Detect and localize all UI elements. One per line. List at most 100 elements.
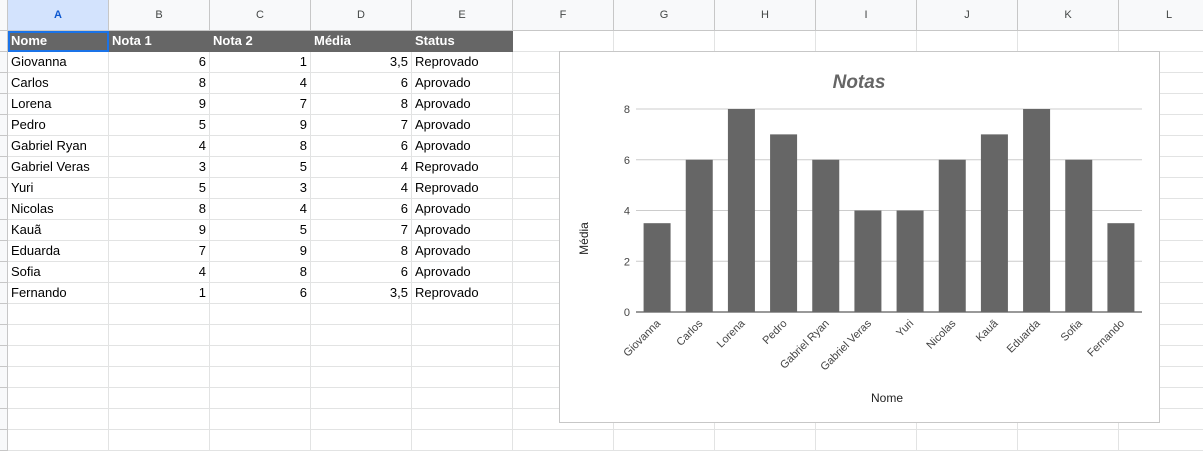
table-cell[interactable]: Fernando	[8, 283, 109, 304]
row-header[interactable]	[0, 178, 8, 199]
table-cell[interactable]: 4	[109, 262, 210, 283]
table-cell[interactable]: 3,5	[311, 52, 412, 73]
empty-cell[interactable]	[1119, 199, 1203, 220]
table-cell[interactable]: 8	[210, 136, 311, 157]
empty-cell[interactable]	[1119, 178, 1203, 199]
empty-cell[interactable]	[311, 388, 412, 409]
empty-cell[interactable]	[1018, 430, 1119, 451]
empty-cell[interactable]	[1119, 367, 1203, 388]
table-cell[interactable]: 8	[311, 241, 412, 262]
table-cell[interactable]: 7	[311, 220, 412, 241]
table-header-cell[interactable]: Média	[311, 31, 412, 52]
empty-cell[interactable]	[109, 409, 210, 430]
table-cell[interactable]: 5	[109, 115, 210, 136]
empty-cell[interactable]	[311, 367, 412, 388]
empty-cell[interactable]	[109, 325, 210, 346]
empty-cell[interactable]	[1119, 262, 1203, 283]
table-cell[interactable]: 6	[210, 283, 311, 304]
empty-cell[interactable]	[412, 409, 513, 430]
empty-cell[interactable]	[1119, 409, 1203, 430]
row-header[interactable]	[0, 94, 8, 115]
table-header-cell[interactable]: Nota 1	[109, 31, 210, 52]
row-header[interactable]	[0, 136, 8, 157]
empty-cell[interactable]	[1119, 115, 1203, 136]
empty-cell[interactable]	[210, 409, 311, 430]
empty-cell[interactable]	[715, 430, 816, 451]
empty-cell[interactable]	[311, 346, 412, 367]
empty-cell[interactable]	[1119, 136, 1203, 157]
table-header-cell[interactable]: Nome	[8, 31, 109, 52]
empty-cell[interactable]	[1119, 31, 1203, 52]
empty-cell[interactable]	[8, 346, 109, 367]
table-cell[interactable]: 6	[311, 73, 412, 94]
table-cell[interactable]: Gabriel Ryan	[8, 136, 109, 157]
table-cell[interactable]: 3	[109, 157, 210, 178]
empty-cell[interactable]	[109, 304, 210, 325]
column-header-e[interactable]: E	[412, 0, 513, 31]
table-cell[interactable]: Kauã	[8, 220, 109, 241]
empty-cell[interactable]	[109, 388, 210, 409]
table-cell[interactable]: 5	[210, 157, 311, 178]
table-cell[interactable]: Sofia	[8, 262, 109, 283]
bar-chart[interactable]: Notas 0 2 4 6 8 Giovanna Carlos Lorena Pedro Gabri…	[559, 51, 1160, 423]
empty-cell[interactable]	[513, 430, 614, 451]
table-cell[interactable]: Lorena	[8, 94, 109, 115]
table-cell[interactable]: 3	[210, 178, 311, 199]
table-cell[interactable]: 7	[109, 241, 210, 262]
table-cell[interactable]: Pedro	[8, 115, 109, 136]
empty-cell[interactable]	[8, 388, 109, 409]
empty-cell[interactable]	[412, 388, 513, 409]
empty-cell[interactable]	[1119, 388, 1203, 409]
table-header-cell[interactable]: Nota 2	[210, 31, 311, 52]
empty-cell[interactable]	[1119, 346, 1203, 367]
empty-cell[interactable]	[311, 430, 412, 451]
empty-cell[interactable]	[513, 31, 614, 52]
table-cell[interactable]: 8	[311, 94, 412, 115]
table-cell[interactable]: Reprovado	[412, 178, 513, 199]
empty-cell[interactable]	[311, 304, 412, 325]
table-cell[interactable]: Aprovado	[412, 241, 513, 262]
empty-cell[interactable]	[311, 409, 412, 430]
table-cell[interactable]: 9	[109, 220, 210, 241]
table-cell[interactable]: 6	[311, 262, 412, 283]
table-cell[interactable]: 4	[210, 73, 311, 94]
row-header[interactable]	[0, 346, 8, 367]
table-cell[interactable]: Yuri	[8, 178, 109, 199]
row-header[interactable]	[0, 31, 8, 52]
column-header-c[interactable]: C	[210, 0, 311, 31]
row-header[interactable]	[0, 304, 8, 325]
row-header[interactable]	[0, 325, 8, 346]
empty-cell[interactable]	[8, 430, 109, 451]
empty-cell[interactable]	[816, 430, 917, 451]
table-cell[interactable]: Aprovado	[412, 136, 513, 157]
empty-cell[interactable]	[109, 346, 210, 367]
table-cell[interactable]: 8	[109, 73, 210, 94]
table-cell[interactable]: 8	[210, 262, 311, 283]
column-header-g[interactable]: G	[614, 0, 715, 31]
column-header-i[interactable]: I	[816, 0, 917, 31]
table-cell[interactable]: 7	[210, 94, 311, 115]
table-cell[interactable]: 6	[311, 199, 412, 220]
empty-cell[interactable]	[109, 430, 210, 451]
table-cell[interactable]: Nicolas	[8, 199, 109, 220]
row-header[interactable]	[0, 157, 8, 178]
empty-cell[interactable]	[109, 367, 210, 388]
column-header-b[interactable]: B	[109, 0, 210, 31]
empty-cell[interactable]	[210, 367, 311, 388]
table-cell[interactable]: Aprovado	[412, 115, 513, 136]
table-cell[interactable]: 9	[210, 241, 311, 262]
empty-cell[interactable]	[210, 430, 311, 451]
column-header-j[interactable]: J	[917, 0, 1018, 31]
table-cell[interactable]: 4	[311, 157, 412, 178]
empty-cell[interactable]	[816, 31, 917, 52]
empty-cell[interactable]	[1119, 73, 1203, 94]
table-cell[interactable]: Aprovado	[412, 73, 513, 94]
row-header[interactable]	[0, 388, 8, 409]
table-cell[interactable]: 5	[210, 220, 311, 241]
column-header-l[interactable]: L	[1119, 0, 1203, 31]
table-cell[interactable]: Aprovado	[412, 220, 513, 241]
column-header-h[interactable]: H	[715, 0, 816, 31]
empty-cell[interactable]	[1119, 220, 1203, 241]
table-cell[interactable]: Carlos	[8, 73, 109, 94]
empty-cell[interactable]	[210, 304, 311, 325]
